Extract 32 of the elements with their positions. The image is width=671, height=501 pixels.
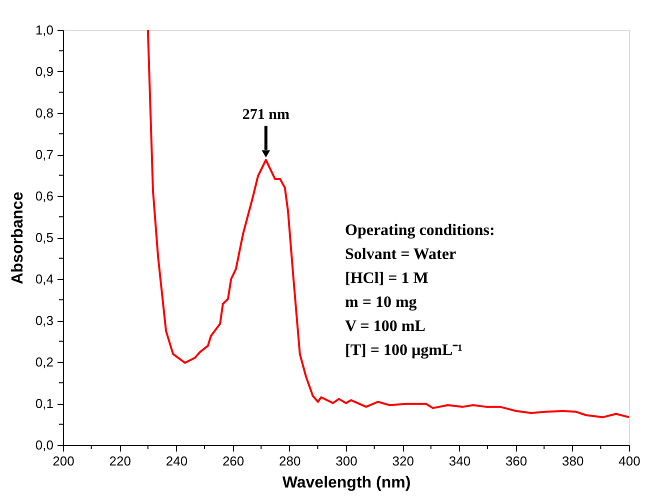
y-tick-label: 0,8 <box>35 106 54 120</box>
x-tick-label: 320 <box>392 454 414 468</box>
x-axis-title: Wavelength (nm) <box>282 474 411 492</box>
x-tick-label: 380 <box>562 454 584 468</box>
y-tick-label: 0,2 <box>35 354 54 370</box>
x-tick-label: 360 <box>505 454 528 468</box>
x-tick-label: 340 <box>448 454 471 468</box>
annotation: [HCl] = 1 M <box>345 270 428 287</box>
annotation: V = 100 mL <box>345 318 426 335</box>
annotation: m = 10 mg <box>345 294 417 311</box>
y-tick-label: 0,5 <box>35 230 54 245</box>
annotation: [T] = 100 µgmL⁻¹ <box>345 342 463 359</box>
y-axis-title: Absorbance <box>9 192 26 284</box>
y-tick-label: 0,6 <box>35 188 54 204</box>
x-tick-label: 280 <box>279 454 301 468</box>
line-series <box>146 29 630 418</box>
x-tick-label: 300 <box>336 454 358 468</box>
x-tick-label: 220 <box>109 454 131 468</box>
y-tick-label: 0,0 <box>35 438 54 452</box>
x-tick-label: 260 <box>222 454 244 468</box>
y-tick-label: 0,7 <box>35 147 54 162</box>
y-tick-label: 0,3 <box>35 313 54 328</box>
x-tick-label: 400 <box>618 454 640 468</box>
annotation: Solvant = Water <box>345 246 456 263</box>
y-tick-label: 0,4 <box>35 272 54 286</box>
y-tick-label: 0,1 <box>35 396 54 411</box>
y-tick-label: 1,0 <box>35 22 54 38</box>
x-tick-label: 200 <box>52 454 74 468</box>
x-tick-label: 240 <box>166 454 188 468</box>
annotation: Operating conditions: <box>345 222 495 239</box>
y-tick-label: 0,9 <box>35 64 54 79</box>
annotation: 271 nm <box>242 106 290 123</box>
